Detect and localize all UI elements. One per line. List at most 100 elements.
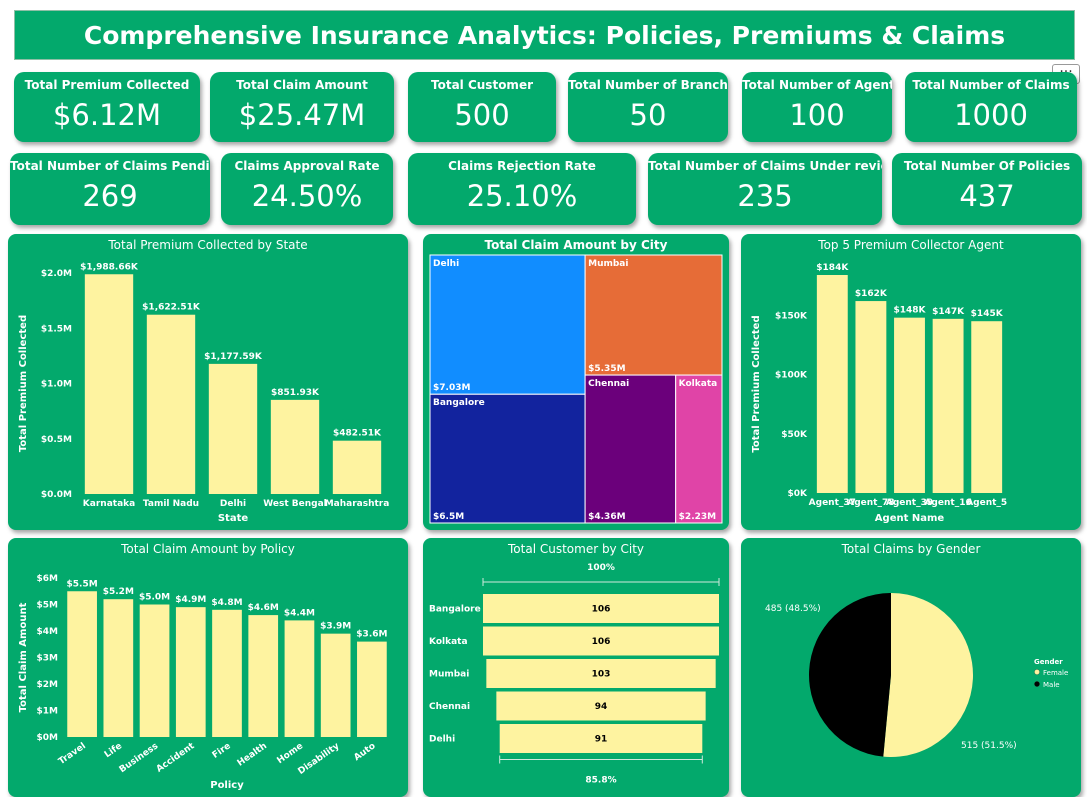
bar xyxy=(932,318,964,493)
x-tick-label: Accident xyxy=(155,741,197,775)
y-tick-label: $5M xyxy=(37,601,59,611)
funnel-value: 106 xyxy=(592,637,611,647)
treemap-tile xyxy=(584,254,723,376)
bar xyxy=(357,641,387,737)
chart-claims-by-policy[interactable]: Total Claim Amount by Policy $0M $1M $2M $3… xyxy=(8,538,408,797)
chart-customers-by-city[interactable]: Total Customer by City 100% 106 Bangalore 1… xyxy=(423,538,729,797)
treemap-label: Mumbai xyxy=(588,259,628,269)
kpi-label: Total Number of Claims Under review xyxy=(648,159,882,173)
y-tick-label: $3M xyxy=(37,654,59,664)
kpi-card-total-branch: Total Number of Branch 50 xyxy=(568,72,728,142)
kpi-card-claims-pending: Total Number of Claims Pending 269 xyxy=(10,153,210,225)
funnel-value: 106 xyxy=(592,605,611,615)
data-label: $1,622.51K xyxy=(142,303,201,313)
funnel-chart-svg: 100% 106 Bangalore 106 Kolkata 103 Mumbai 94 Che… xyxy=(429,563,720,786)
chart-premium-by-state[interactable]: Total Premium Collected by State $0.0M $0… xyxy=(8,234,408,530)
pie-data-label: 515 (51.5%) xyxy=(961,741,1017,751)
y-tick-label: $50K xyxy=(781,430,808,440)
x-tick-label: Agent_5 xyxy=(966,498,1007,508)
y-tick-label: $1.0M xyxy=(41,380,72,390)
data-label: $4.4M xyxy=(284,608,315,618)
data-label: $4.9M xyxy=(175,595,206,605)
kpi-label: Total Number of Claims Pending xyxy=(10,159,210,173)
bar-chart-svg: $0K $50K $100K $150K $184K Agent_37 $162K Agent… xyxy=(751,263,1007,524)
y-tick-label: $2.0M xyxy=(41,269,72,279)
kpi-value: 1000 xyxy=(954,98,1028,132)
x-tick-label: Business xyxy=(118,741,161,775)
pie-chart-svg: 515 (51.5%) 485 (48.5%) Gender Female Male xyxy=(765,593,1068,757)
y-axis-title: Total Premium Collected xyxy=(751,315,762,452)
treemap-value: $6.5M xyxy=(433,512,464,522)
x-axis-title: State xyxy=(218,513,249,524)
chart-title: Total Premium Collected by State xyxy=(108,238,308,252)
kpi-card-total-claim-amount: Total Claim Amount $25.47M xyxy=(210,72,394,142)
funnel-bar xyxy=(496,691,706,721)
kpi-value: 24.50% xyxy=(251,179,363,213)
kpi-card-total-premium: Total Premium Collected $6.12M xyxy=(14,72,200,142)
x-tick-label: Agent_78 xyxy=(847,498,894,508)
bar xyxy=(855,301,887,493)
kpi-value: 50 xyxy=(629,98,667,132)
funnel-value: 94 xyxy=(595,702,608,712)
y-axis-title: Total Claim Amount xyxy=(18,602,29,712)
funnel-bar xyxy=(486,659,716,688)
kpi-label: Claims Approval Rate xyxy=(234,159,380,173)
data-label: $5.0M xyxy=(139,593,170,603)
bar xyxy=(270,399,320,494)
funnel-value: 91 xyxy=(595,735,608,745)
data-label: $162K xyxy=(855,289,888,299)
data-label: $4.8M xyxy=(211,598,242,608)
data-label: $4.6M xyxy=(248,603,279,613)
legend-title: Gender xyxy=(1034,658,1063,666)
funnel-category: Kolkata xyxy=(429,637,468,647)
x-tick-label: Fire xyxy=(211,741,233,761)
data-label: $184K xyxy=(816,263,849,273)
kpi-value: 437 xyxy=(959,179,1015,213)
x-axis-title: Agent Name xyxy=(875,513,945,524)
kpi-value: $6.12M xyxy=(52,98,162,132)
bar xyxy=(284,620,315,737)
x-tick-label: Agent_39 xyxy=(886,498,933,508)
funnel-category: Chennai xyxy=(429,702,470,712)
data-label: $148K xyxy=(893,306,926,316)
chart-title: Total Customer by City xyxy=(508,542,644,556)
pie-slice xyxy=(883,593,973,757)
chart-claims-by-gender[interactable]: Total Claims by Gender 515 (51.5%) 485 (4… xyxy=(741,538,1081,797)
chart-title: Top 5 Premium Collector Agent xyxy=(818,238,1004,252)
kpi-value: 100 xyxy=(789,98,845,132)
bar-chart-svg: $0.0M $0.5M $1.0M $1.5M $2.0M $1,988.66K Karna… xyxy=(18,262,389,524)
data-label: $851.93K xyxy=(271,388,320,398)
treemap-label: Kolkata xyxy=(679,379,718,389)
x-tick-label: Home xyxy=(276,741,306,766)
kpi-label: Total Premium Collected xyxy=(24,78,190,92)
kpi-card-total-policies: Total Number Of Policies 437 xyxy=(892,153,1082,225)
legend-label: Male xyxy=(1043,681,1060,689)
bar xyxy=(175,607,206,737)
chart-title: Total Claim Amount by City xyxy=(484,238,668,252)
y-tick-label: $100K xyxy=(775,371,808,381)
kpi-card-total-agent: Total Number of Agent 100 xyxy=(742,72,892,142)
bar xyxy=(320,633,351,737)
data-label: $147K xyxy=(932,307,965,317)
funnel-top-label: 100% xyxy=(587,563,615,573)
kpi-card-total-claims: Total Number of Claims 1000 xyxy=(905,72,1077,142)
y-axis-title: Total Premium Collected xyxy=(18,315,29,452)
data-label: $5.5M xyxy=(67,579,98,589)
kpi-label: Total Number of Branch xyxy=(568,78,728,92)
bar-chart-svg: $0M $1M $2M $3M $4M $5M $6M $5.5M Travel $5.2M Lif… xyxy=(18,574,388,791)
y-tick-label: $2M xyxy=(37,680,59,690)
chart-top-agents[interactable]: Top 5 Premium Collector Agent $0K $50K $10… xyxy=(741,234,1081,530)
kpi-value: 235 xyxy=(737,179,793,213)
chart-claims-by-city[interactable]: Total Claim Amount by City Delhi $7.03M Mu… xyxy=(423,234,729,530)
funnel-bottom-label: 85.8% xyxy=(585,776,616,786)
funnel-category: Bangalore xyxy=(429,605,481,615)
kpi-label: Total Number Of Policies xyxy=(903,159,1071,173)
data-label: $1,177.59K xyxy=(204,352,263,362)
chart-title: Total Claim Amount by Policy xyxy=(121,542,295,556)
treemap-tile xyxy=(584,374,677,524)
treemap-tile xyxy=(429,254,586,395)
legend-marker xyxy=(1034,669,1040,675)
funnel-bar xyxy=(483,626,719,656)
x-tick-label: Life xyxy=(103,741,124,760)
dashboard-title: Comprehensive Insurance Analytics: Polic… xyxy=(14,10,1075,60)
